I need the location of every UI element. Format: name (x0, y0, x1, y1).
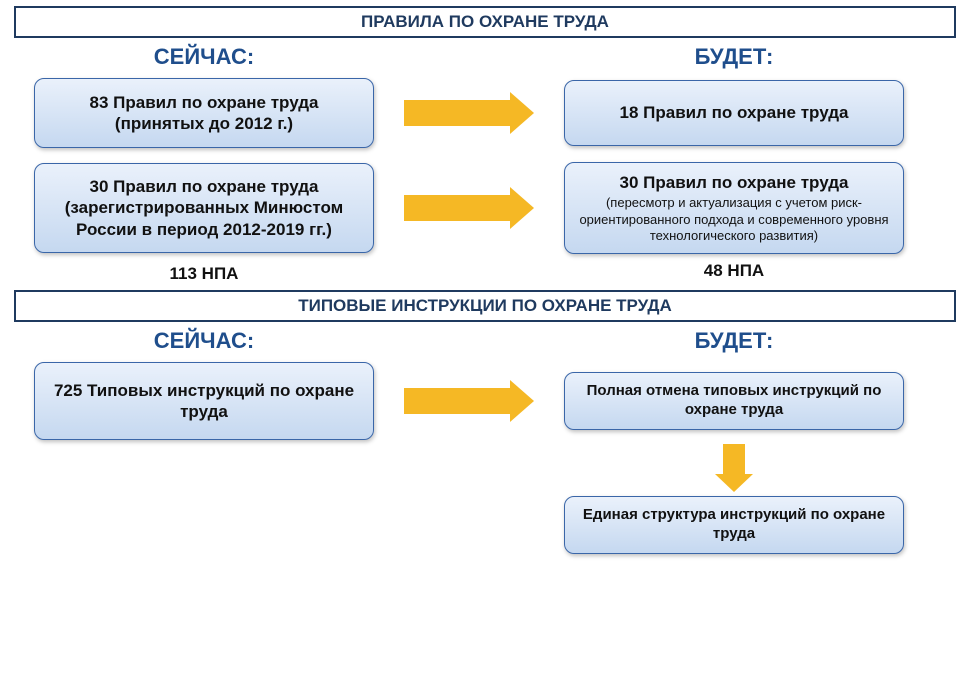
section1-right-label: БУДЕТ: (695, 44, 774, 70)
arrow-down-icon (715, 444, 753, 492)
arrow-right-icon (404, 380, 534, 422)
s2-right-box1: Полная отмена типовых инструкций по охра… (564, 372, 904, 430)
s1-right-box1: 18 Правил по охране труда (564, 80, 904, 146)
s2-left-box: 725 Типовых инструкций по охране труда (34, 362, 374, 440)
s1-left-footer: 113 НПА (170, 264, 239, 284)
section2-right-label: БУДЕТ: (695, 328, 774, 354)
s2-right-box2-main: Единая структура инструкций по охране тр… (579, 506, 889, 544)
s2-right-box2: Единая структура инструкций по охране тр… (564, 496, 904, 554)
s1-right-box1-main: 18 Правил по охране труда (620, 102, 849, 123)
s1-right-box2-main: 30 Правил по охране труда (620, 172, 849, 193)
s1-left-box1: 83 Правил по охране труда (принятых до 2… (34, 78, 374, 148)
section1-header: ПРАВИЛА ПО ОХРАНЕ ТРУДА (14, 6, 956, 38)
s2-right-box1-main: Полная отмена типовых инструкций по охра… (579, 382, 889, 420)
s1-left-box2-sub: (зарегистрированных Минюстом России в пе… (49, 197, 359, 240)
s2-left-box-main: 725 Типовых инструкций по охране труда (49, 380, 359, 423)
s1-right-box2-sub: (пересмотр и актуализация с учетом риск-… (579, 195, 889, 244)
s1-left-box2: 30 Правил по охране труда (зарегистриров… (34, 163, 374, 253)
s1-left-box1-sub: (принятых до 2012 г.) (115, 113, 293, 134)
s1-left-box1-main: 83 Правил по охране труда (90, 92, 319, 113)
s1-left-box2-main: 30 Правил по охране труда (90, 176, 319, 197)
section2-header: ТИПОВЫЕ ИНСТРУКЦИИ ПО ОХРАНЕ ТРУДА (14, 290, 956, 322)
section2-left-label: СЕЙЧАС: (154, 328, 254, 354)
section1-left-label: СЕЙЧАС: (154, 44, 254, 70)
s1-right-box2: 30 Правил по охране труда (пересмотр и а… (564, 162, 904, 254)
arrow-right-icon (404, 187, 534, 229)
s1-right-footer: 48 НПА (704, 261, 764, 281)
arrow-right-icon (404, 92, 534, 134)
